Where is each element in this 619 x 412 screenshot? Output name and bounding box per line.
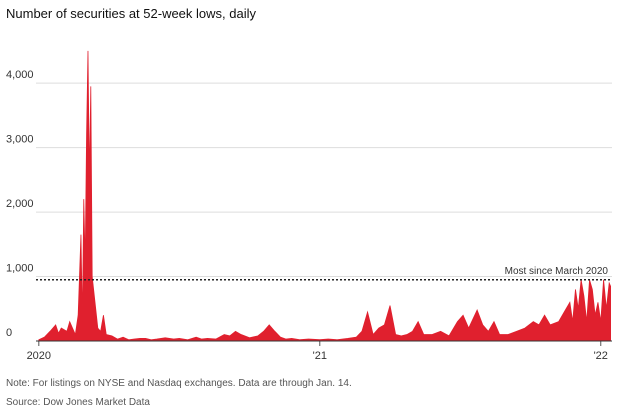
note: Note: For listings on NYSE and Nasdaq ex… <box>6 378 352 389</box>
y-tick-label: 0 <box>6 327 12 339</box>
chart-title: Number of securities at 52-week lows, da… <box>6 6 256 21</box>
x-tick-label: '21 <box>313 350 327 362</box>
x-tick-label: '22 <box>594 350 608 362</box>
reference-label: Most since March 2020 <box>505 266 609 277</box>
y-tick-label: 3,000 <box>6 134 34 146</box>
x-tick-label: 2020 <box>27 350 51 362</box>
y-tick-label: 1,000 <box>6 263 34 275</box>
area <box>38 50 611 342</box>
y-tick-label: 2,000 <box>6 198 34 210</box>
y-tick-label: 4,000 <box>6 69 34 81</box>
source: Source: Dow Jones Market Data <box>6 397 150 408</box>
